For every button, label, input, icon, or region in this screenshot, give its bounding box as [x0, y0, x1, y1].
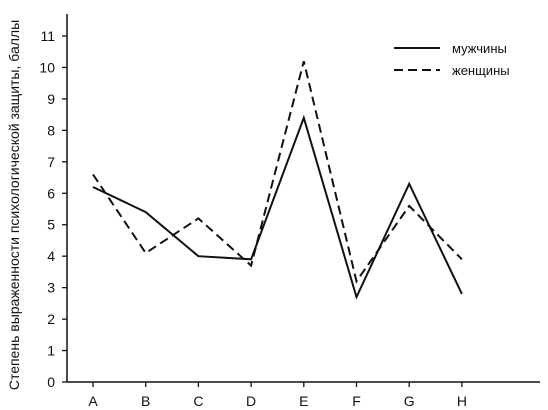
y-tick-label: 7 [47, 154, 55, 170]
series-line-men [92, 114, 463, 300]
y-tick-label: 2 [47, 311, 55, 327]
series-line-women [92, 60, 463, 284]
legend: мужчины женщины [394, 41, 510, 78]
x-tick-label: F [352, 393, 361, 409]
x-tick-label: C [193, 393, 203, 409]
x-tick-label: A [88, 393, 98, 409]
y-tick-label: 0 [47, 374, 55, 390]
y-tick-label: 3 [47, 280, 55, 296]
legend-label: женщины [452, 63, 510, 78]
y-tick-label: 10 [39, 59, 55, 75]
y-tick-label: 4 [47, 248, 55, 264]
series-layer [92, 60, 463, 300]
x-ticks: A B C D E F G H [88, 382, 467, 409]
x-tick-label: G [404, 393, 415, 409]
y-axis-label: Степень выраженности психологической защ… [6, 20, 22, 390]
x-tick-label: E [299, 393, 308, 409]
x-tick-label: H [457, 393, 467, 409]
y-tick-label: 5 [47, 217, 55, 233]
x-tick-label: B [141, 393, 150, 409]
y-ticks: 0 1 2 3 4 5 6 7 8 9 10 11 [39, 28, 67, 390]
y-tick-label: 8 [47, 122, 55, 138]
y-tick-label: 11 [40, 28, 55, 44]
y-tick-label: 9 [47, 91, 55, 107]
x-tick-label: D [246, 393, 256, 409]
y-tick-label: 1 [47, 343, 55, 359]
y-tick-label: 6 [47, 185, 55, 201]
legend-label: мужчины [452, 41, 507, 56]
